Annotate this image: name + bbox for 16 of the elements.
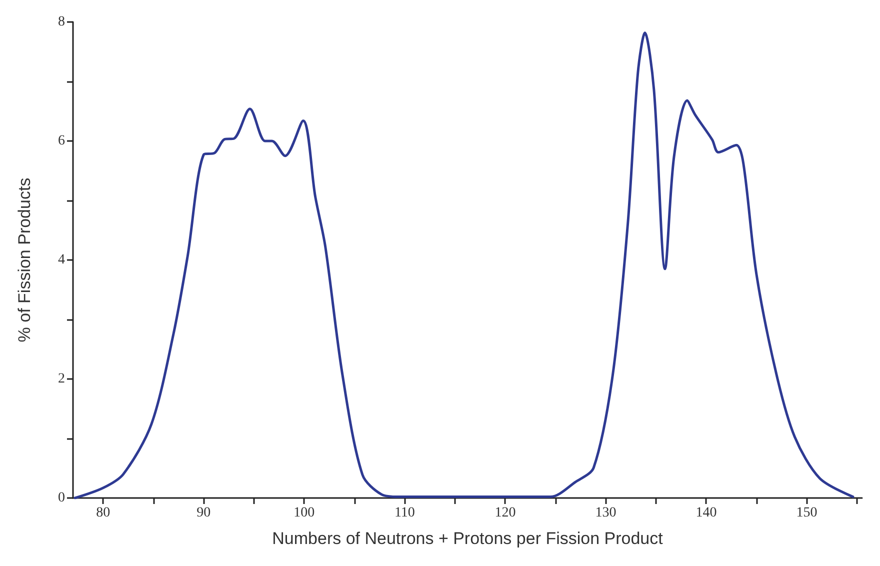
y-tick-label: 8 — [58, 14, 65, 30]
x-tick-label: 110 — [394, 506, 415, 520]
y-tick-label: 6 — [58, 134, 65, 148]
y-tick-label: 4 — [58, 252, 65, 268]
x-axis-title: Numbers of Neutrons + Protons per Fission Product — [272, 529, 664, 548]
y-tick-label: 0 — [58, 490, 65, 506]
x-tick-label: 140 — [696, 506, 717, 520]
y-axis-title: % of Fission Products — [15, 178, 34, 342]
line-series — [74, 31, 854, 500]
x-tick-label: 100 — [294, 506, 315, 520]
x-tick-label: 130 — [595, 506, 616, 520]
y-tick-label: 2 — [58, 372, 65, 386]
x-tick-label: 150 — [796, 506, 818, 520]
x-tick-label: 80 — [96, 506, 110, 520]
x-tick-label: 120 — [494, 506, 516, 520]
x-tick-label: 90 — [196, 506, 211, 520]
